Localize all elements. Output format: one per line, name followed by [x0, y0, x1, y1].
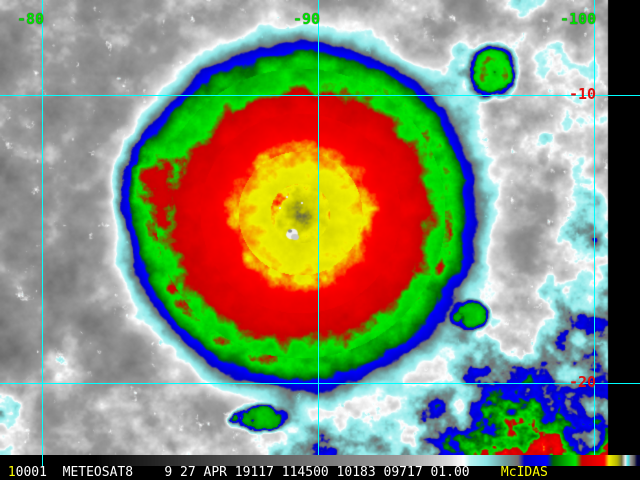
- bottom-info-bar: 10001 METEOSAT8 9 27 APR 19117 114500 10…: [0, 455, 640, 480]
- frame-number: 1: [0, 465, 16, 480]
- status-text: 10001 METEOSAT8 9 27 APR 19117 114500 10…: [0, 466, 640, 480]
- latitude-label: -10: [569, 85, 597, 103]
- color-palette-bar: [0, 455, 640, 466]
- latitude-gridline: [0, 95, 640, 96]
- longitude-gridline: [42, 0, 43, 455]
- longitude-label: -100: [560, 10, 597, 28]
- longitude-label: -90: [293, 10, 321, 28]
- latitude-label: -20: [569, 373, 597, 391]
- satellite-image-canvas: [0, 0, 640, 455]
- latitude-gridline: [0, 383, 640, 384]
- longitude-gridline: [594, 0, 595, 455]
- longitude-gridline: [318, 0, 319, 455]
- mcidas-brand-label: McIDAS: [500, 465, 548, 480]
- longitude-label: -80: [17, 10, 45, 28]
- image-metadata-text: 0001 METEOSAT8 9 27 APR 19117 114500 101…: [15, 465, 470, 480]
- palette-tick-marker: [42, 455, 43, 466]
